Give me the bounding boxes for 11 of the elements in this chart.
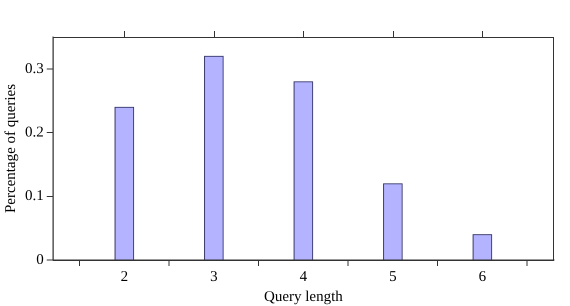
y-tick-label: 0.1 xyxy=(25,188,44,204)
y-tick-label: 0.2 xyxy=(25,124,44,141)
x-tick-label: 3 xyxy=(210,268,218,285)
y-axis-title: Percentage of queries xyxy=(2,84,19,214)
y-tick-label: 0.3 xyxy=(25,60,44,77)
x-axis-title: Query length xyxy=(264,288,344,305)
x-tick-label: 4 xyxy=(300,268,308,285)
x-tick-label: 6 xyxy=(478,268,487,285)
x-tick-label: 5 xyxy=(389,268,397,285)
y-tick-label: 0 xyxy=(36,252,44,268)
x-tick-label: 2 xyxy=(120,268,128,285)
